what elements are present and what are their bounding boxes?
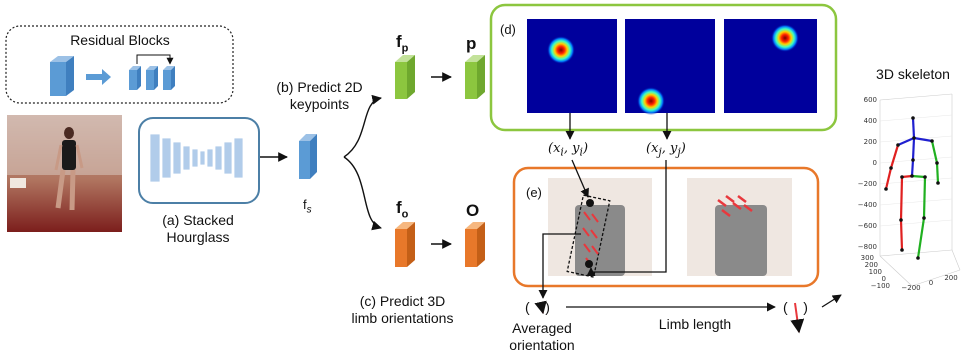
x-tick-label: 200	[944, 274, 957, 282]
y-tick-label: −100	[871, 282, 890, 290]
skeleton-title: 3D skeleton	[876, 66, 950, 82]
residual-arrow	[86, 69, 111, 85]
feature-fo-block	[395, 222, 415, 267]
x-tick-label: 0	[929, 279, 933, 287]
hourglass-label-line1: (a) Stacked	[162, 212, 234, 228]
feature-fo-label: fo	[396, 198, 409, 221]
coord-j: (xj, yj)	[646, 141, 686, 159]
coord-i: (xi, yi)	[548, 141, 589, 159]
residual-blocks-box	[5, 25, 234, 104]
feature-fp-block	[395, 55, 415, 99]
joint-j	[585, 260, 593, 268]
y-tick-label: 300	[861, 254, 874, 262]
averaged-parens: ( )	[525, 299, 550, 315]
branch-arrow-down	[343, 156, 382, 231]
panel-d-label: (d)	[500, 22, 516, 37]
z-axis-ticks: 600 400 200 0 −200 −400 −600 −800	[858, 96, 877, 251]
x-axis-ticks: −200 0 200	[901, 274, 957, 292]
z-tick-label: 600	[864, 96, 877, 104]
output-o-block	[465, 222, 485, 267]
input-photo	[7, 115, 122, 232]
feature-fs-block	[299, 134, 317, 179]
residual-block-triple	[129, 54, 175, 90]
output-p-label: p	[466, 34, 477, 53]
feature-fp-label: fp	[396, 32, 409, 55]
residual-block-single	[50, 56, 74, 96]
heatmap-3	[724, 19, 817, 113]
output-o-label: O	[466, 201, 480, 220]
keypoints-label-line2: keypoints	[289, 96, 350, 112]
panel-e-label: (e)	[526, 185, 542, 200]
hourglass-label-line2: Hourglass	[166, 229, 230, 245]
joint-i	[586, 199, 594, 207]
heatmap-2	[625, 19, 715, 115]
arrow-limb-to-averaged	[538, 233, 581, 299]
scaled-parens: ( )	[783, 299, 808, 315]
y-tick-label: 0	[882, 275, 886, 283]
limb-crop-2	[687, 178, 792, 276]
panel-d-box	[489, 3, 838, 132]
arrow-coord-i-to-joint	[571, 159, 589, 198]
averaged-label-line1: Averaged	[512, 320, 572, 336]
limb-crop-1	[548, 178, 652, 276]
averaged-orientation-arrow	[534, 300, 547, 315]
z-tick-label: −400	[858, 201, 877, 209]
orientation-vectors-2	[717, 195, 753, 217]
z-tick-label: −600	[858, 222, 877, 230]
hourglass-network	[149, 133, 244, 183]
averaged-label-line2: orientation	[509, 337, 575, 353]
z-tick-label: −800	[858, 243, 877, 251]
y-tick-label: 200	[865, 261, 878, 269]
feature-fs-label: fs	[303, 197, 312, 216]
hourglass-box	[138, 117, 260, 204]
limb-length-label: Limb length	[658, 316, 732, 332]
z-tick-label: 400	[864, 117, 877, 125]
x-tick-label: −200	[901, 284, 920, 292]
limb-dashed-region	[566, 194, 611, 278]
y-tick-label: 100	[869, 268, 882, 276]
output-p-block	[465, 55, 485, 99]
keypoints-label-line1: (b) Predict 2D	[276, 79, 363, 95]
scaled-orientation-arrow	[790, 302, 805, 334]
arrow-coord-j-to-joint	[586, 160, 667, 277]
limb-label-line1: (c) Predict 3D	[359, 293, 446, 309]
arrow-to-skeleton	[821, 294, 842, 308]
z-tick-label: 0	[873, 159, 877, 167]
limb-label-line2: limb orientations	[351, 310, 454, 326]
z-tick-label: −200	[858, 180, 877, 188]
z-tick-label: 200	[864, 138, 877, 146]
residual-blocks-title: Residual Blocks	[70, 32, 170, 48]
branch-arrow-up	[343, 94, 382, 158]
heatmap-1	[527, 19, 617, 113]
